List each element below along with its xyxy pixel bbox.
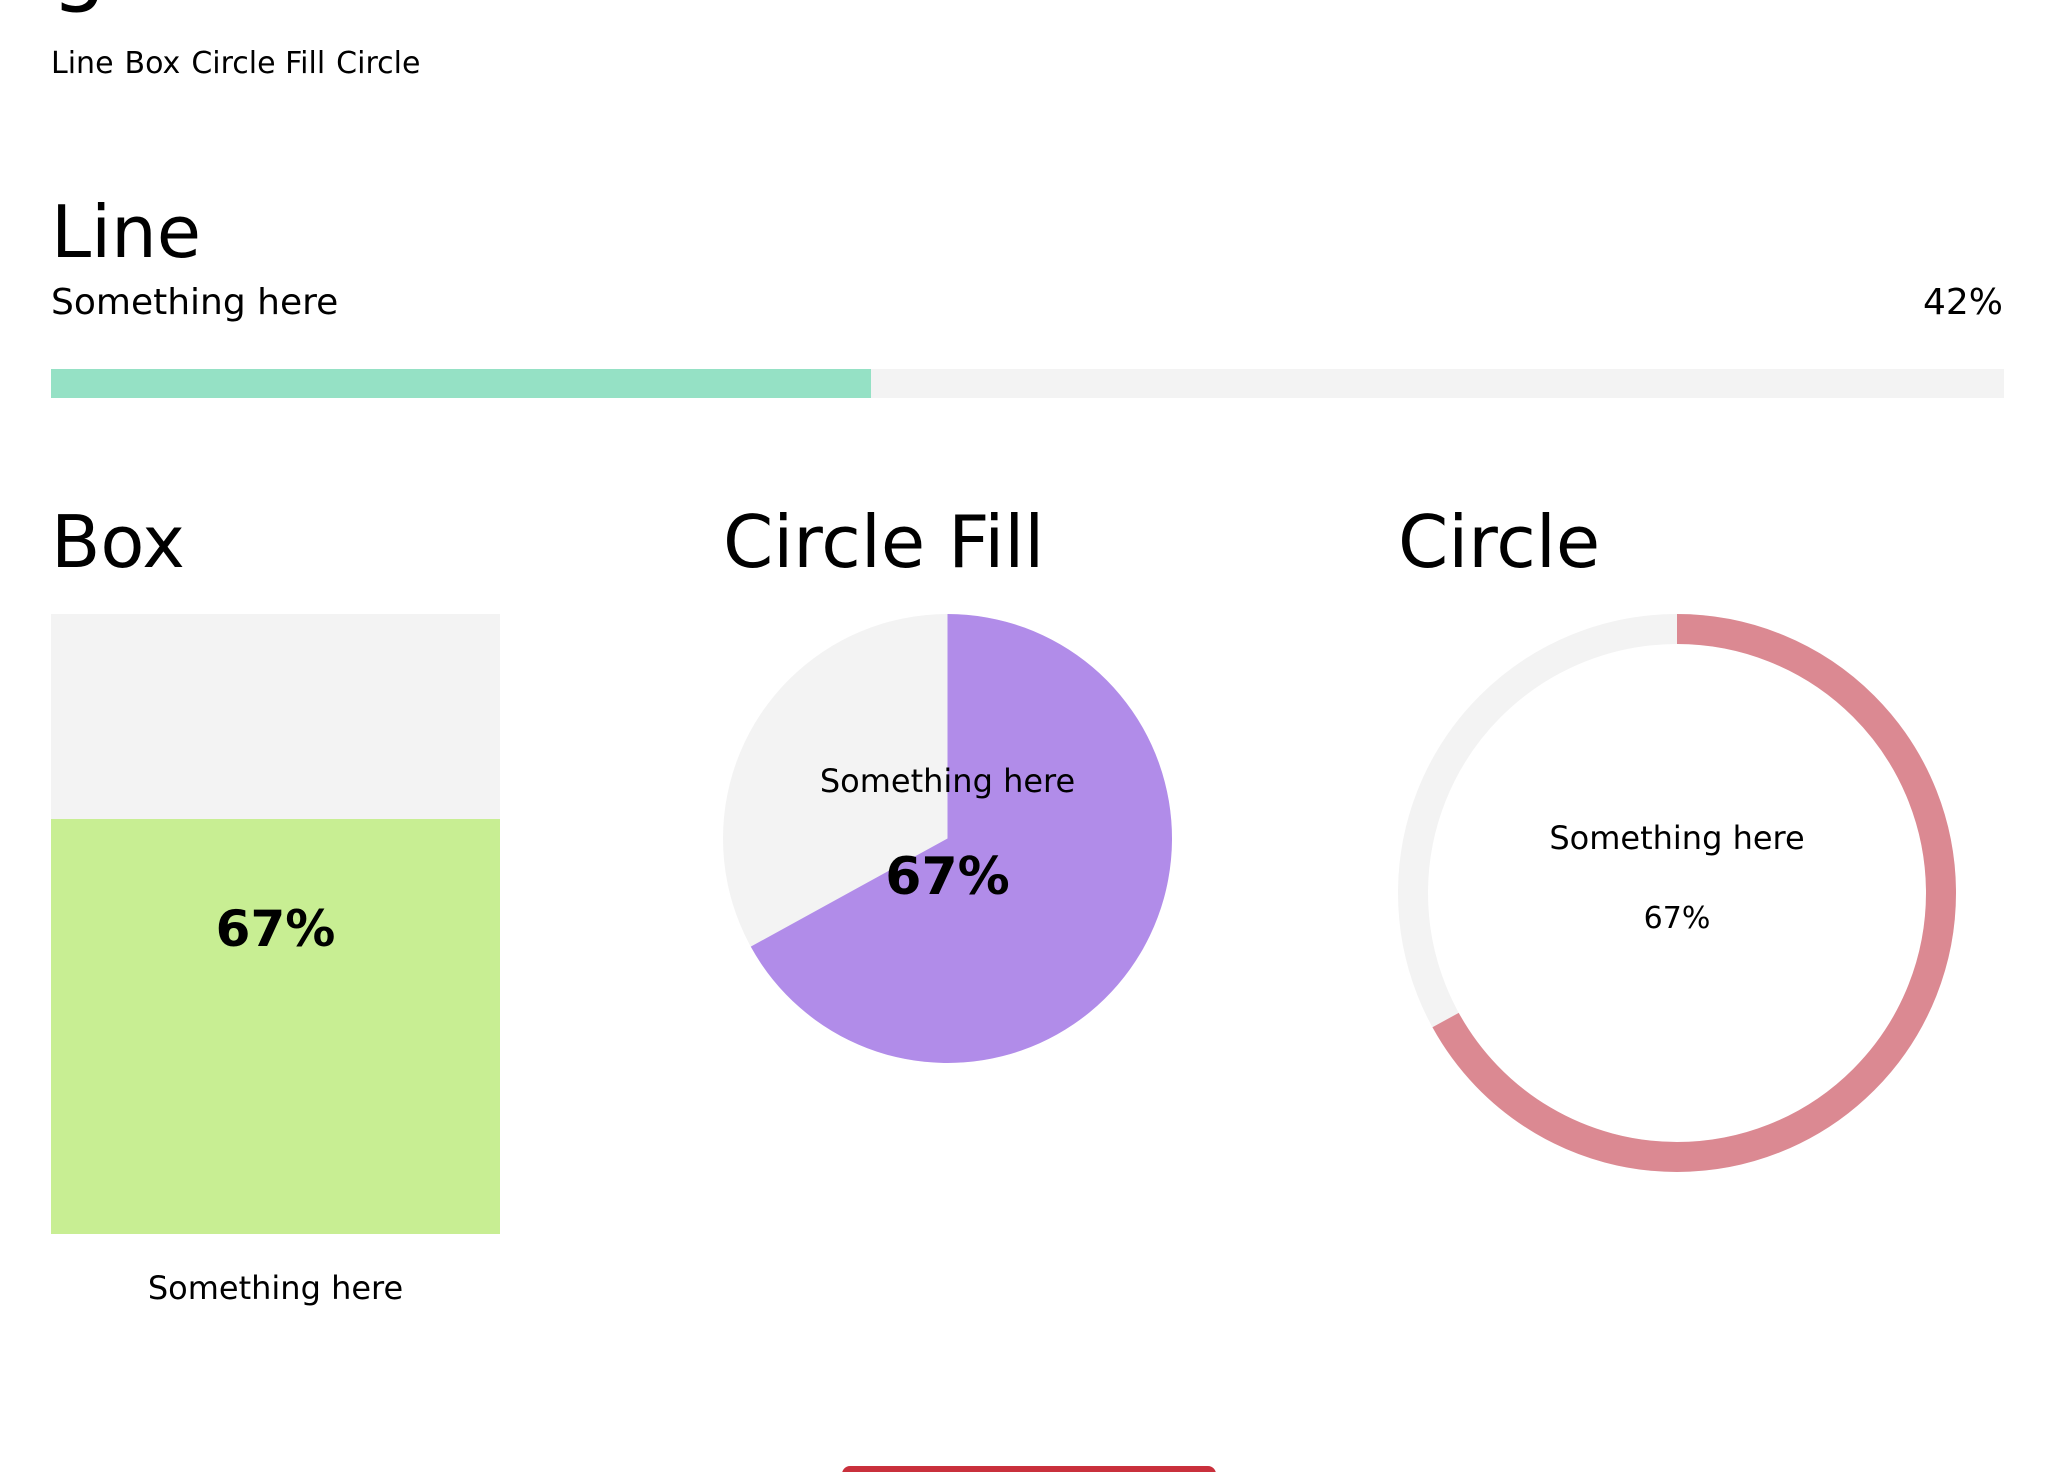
line-progress-value: 42%	[1922, 282, 2003, 323]
circle-heading: Circle	[1398, 500, 1601, 584]
section-nav-link-line[interactable]: Line	[51, 46, 114, 81]
circle-ring-fill	[1398, 614, 1956, 1172]
circle-ring-caption: Something here	[1549, 819, 1805, 857]
circle-fill-chart	[723, 614, 1172, 1063]
circle-ring-chart	[1398, 614, 1956, 1172]
section-nav-link-circle-fill[interactable]: Circle Fill	[191, 46, 326, 81]
circle-progress: Something here 67%	[1398, 614, 1956, 1172]
section-nav-link-circle[interactable]: Circle	[336, 46, 421, 81]
action-button[interactable]	[842, 1466, 1216, 1472]
circle-fill-heading: Circle Fill	[723, 500, 1045, 584]
box-progress: 67%	[51, 614, 500, 1234]
box-progress-value: 67%	[215, 900, 336, 958]
box-heading: Box	[51, 500, 185, 584]
line-progress-label: Something here	[51, 282, 339, 323]
circle-fill-value: 67%	[885, 847, 1010, 907]
circle-fill-slice	[750, 614, 1172, 1063]
circle-ring-value: 67%	[1643, 901, 1711, 936]
circle-fill-progress: Something here 67%	[723, 614, 1172, 1063]
box-progress-fill	[51, 818, 500, 1234]
box-progress-caption: Something here	[147, 1269, 404, 1307]
line-heading: Line	[51, 190, 202, 274]
line-progress-fill	[51, 369, 872, 398]
section-nav-link-box[interactable]: Box	[124, 46, 181, 81]
page-title: g	[51, 0, 107, 14]
section-nav: Line Box Circle Fill Circle	[51, 44, 420, 84]
line-progress-track	[51, 369, 2004, 398]
circle-fill-caption: Something here	[819, 762, 1076, 800]
